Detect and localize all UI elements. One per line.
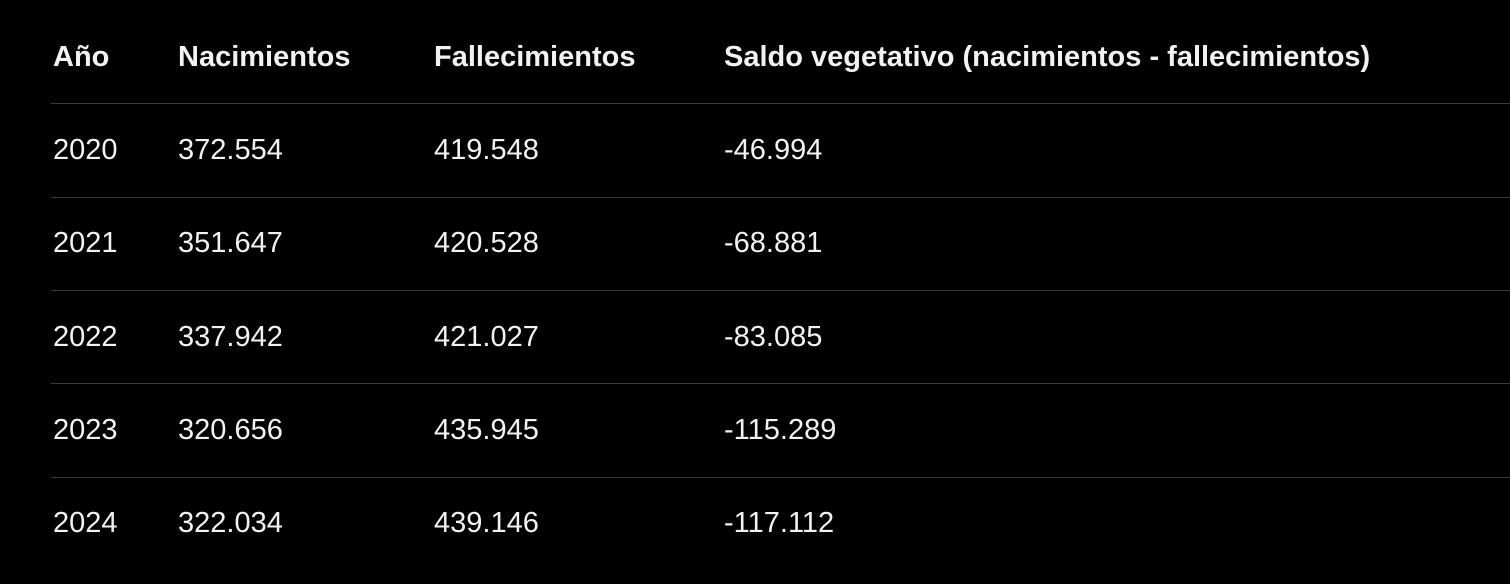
table-cell: 2020 xyxy=(53,134,118,166)
row-separator xyxy=(51,197,1510,198)
table-cell: -115.289 xyxy=(724,413,837,446)
table-cell: 351.647 xyxy=(178,227,283,260)
table-cell: 337.942 xyxy=(178,320,283,353)
table-cell: 2022 xyxy=(53,320,118,353)
table-cell: -83.085 xyxy=(724,320,823,353)
row-separator xyxy=(51,103,1510,104)
table-cell: 439.146 xyxy=(434,507,539,540)
table-cell: 320.656 xyxy=(178,413,283,446)
column-header: Saldo vegetativo (nacimientos - fallecim… xyxy=(724,41,1371,73)
column-header: Año xyxy=(53,41,110,73)
table-cell: 2024 xyxy=(53,507,118,540)
row-separator xyxy=(51,383,1510,384)
table-cell: 419.548 xyxy=(434,134,539,166)
table-cell: 322.034 xyxy=(178,507,283,540)
table-cell: 421.027 xyxy=(434,320,539,353)
table-cell: -68.881 xyxy=(724,227,823,260)
table-cell: -46.994 xyxy=(724,134,823,166)
table-cell: 2021 xyxy=(53,227,118,260)
row-separator xyxy=(51,290,1510,291)
table-cell: 2023 xyxy=(53,413,118,446)
table-cell: 372.554 xyxy=(178,134,283,166)
table-cell: 435.945 xyxy=(434,413,539,446)
column-header: Fallecimientos xyxy=(434,41,636,73)
table-cell: 420.528 xyxy=(434,227,539,260)
row-separator xyxy=(51,477,1510,478)
column-header: Nacimientos xyxy=(178,41,351,73)
table-cell: -117.112 xyxy=(724,507,835,540)
